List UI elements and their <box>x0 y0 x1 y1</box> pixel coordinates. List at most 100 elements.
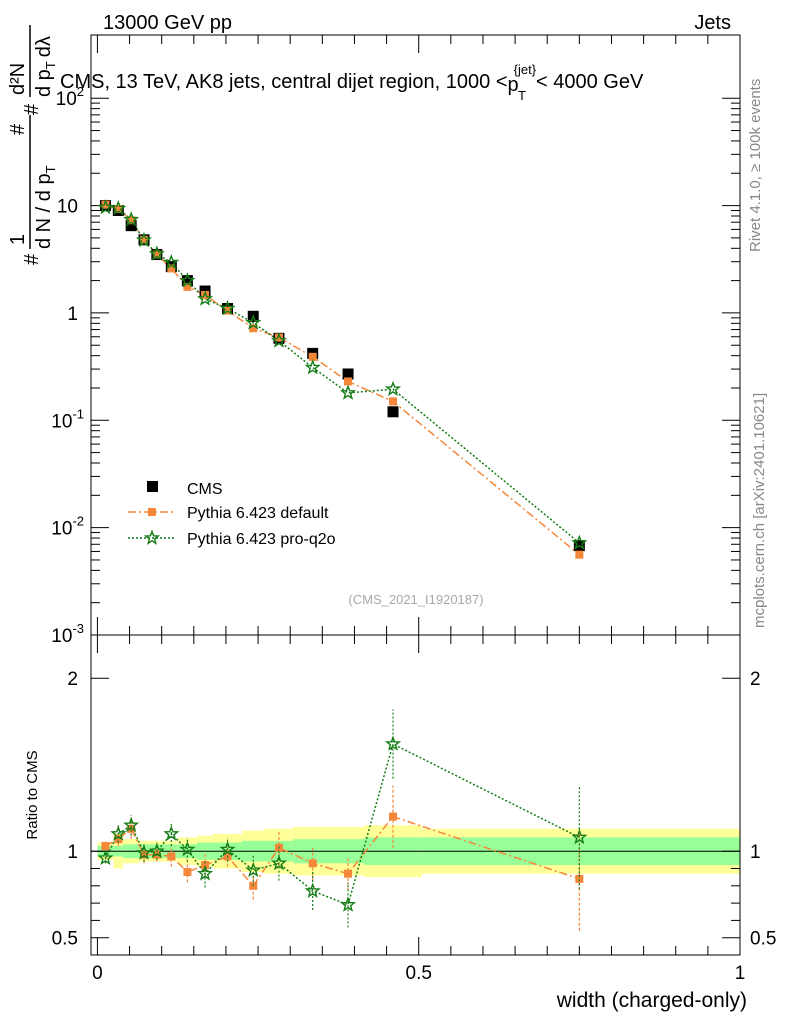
data-point-default <box>201 290 210 299</box>
ratio-point-proq2o <box>339 896 357 912</box>
ratio-point-proq2o <box>304 882 321 898</box>
svg-text:#: # <box>7 123 29 135</box>
ratio-data <box>97 709 588 931</box>
legend-label-cms: CMS <box>187 481 223 498</box>
ratio-point-default <box>183 867 192 876</box>
ratio-point-proq2o <box>270 854 287 871</box>
data-point-cms <box>125 220 137 232</box>
data-point-default <box>389 397 398 406</box>
ratio-ytick-label-right: 0.5 <box>750 929 776 950</box>
mcplots-text: mcplots.cern.ch [arXiv:2401.10621] <box>751 393 768 628</box>
data-point-default <box>140 235 149 244</box>
ratio-point-proq2o <box>245 861 262 878</box>
ratio-point-default <box>344 869 353 878</box>
ratio-ytick-label: 0.5 <box>52 929 78 950</box>
data-point-default <box>127 216 136 225</box>
legend-marker-proq2o <box>143 529 161 545</box>
main-ytick-label: 102 <box>56 84 84 110</box>
data-point-proq2o <box>197 290 214 306</box>
data-point-default <box>101 200 110 209</box>
data-point-default <box>167 264 176 273</box>
svg-text:1: 1 <box>7 234 29 245</box>
ratio-point-default <box>575 874 584 883</box>
ratio-point-default <box>114 835 123 844</box>
data-point-cms <box>181 275 193 287</box>
ratio-point-proq2o <box>123 816 140 833</box>
ratio-xtick-label: 1 <box>735 963 746 984</box>
svg-text:d pTdλ: d pTdλ <box>33 36 58 97</box>
main-data <box>97 198 588 559</box>
data-point-proq2o <box>571 534 588 550</box>
data-point-proq2o <box>304 358 321 375</box>
ratio-point-proq2o <box>97 849 114 866</box>
ratio-point-proq2o <box>163 825 180 841</box>
svg-text:#: # <box>21 103 43 115</box>
ratio-ticks: 0.5 0.51 12 20 0.5 1 <box>52 635 776 984</box>
ratio-point-default <box>140 850 149 859</box>
data-point-default <box>575 550 584 559</box>
ratio-point-default <box>201 861 210 870</box>
ratio-xtick-label: 0.5 <box>406 963 432 984</box>
ratio-point-proq2o <box>110 825 127 841</box>
main-ytick-label: 10-1 <box>51 406 84 432</box>
header-right: Jets <box>694 12 731 34</box>
ratio-point-proq2o <box>179 840 196 857</box>
main-ytick-label: 10-2 <box>51 514 84 540</box>
data-point-default <box>344 377 353 386</box>
rivet-version-text: Rivet 4.1.0, ≥ 100k events <box>747 79 764 252</box>
data-point-proq2o <box>245 314 262 330</box>
ratio-ytick-label: 2 <box>67 669 78 690</box>
ratio-point-proq2o <box>196 865 214 881</box>
legend-marker-cms <box>147 481 158 492</box>
ratio-frame <box>90 634 741 956</box>
ratio-point-proq2o <box>219 841 236 857</box>
ratio-panel: 0.5 0.51 12 20 0.5 1 Ratio to CMS width (char… <box>24 634 776 1012</box>
ratio-point-proq2o <box>135 844 153 860</box>
ratio-xtick-label: 0 <box>92 963 103 984</box>
ratio-point-proq2o <box>571 828 588 845</box>
main-ytick-label: 10-3 <box>51 621 84 647</box>
series-line-proq2o <box>105 206 580 544</box>
svg-text:d²N: d²N <box>7 63 29 95</box>
data-point-cms <box>342 368 354 380</box>
ratio-point-proq2o <box>148 842 165 859</box>
ratio-point-proq2o <box>384 735 402 751</box>
data-point-proq2o <box>97 198 114 215</box>
data-point-default <box>183 282 192 291</box>
legend-label-default: Pythia 6.423 default <box>187 505 329 522</box>
ratio-ytick-label-right: 1 <box>750 842 761 863</box>
data-point-proq2o <box>384 380 402 397</box>
ratio-ytick-label: 1 <box>67 842 78 863</box>
data-point-proq2o <box>148 245 165 261</box>
svg-text:#: # <box>21 253 43 265</box>
legend-marker-default <box>148 508 156 516</box>
ratio-ytick-label-right: 2 <box>750 669 761 690</box>
ratio-line-proq2o <box>104 742 580 906</box>
data-point-proq2o <box>163 253 180 270</box>
series-line-default <box>105 203 580 556</box>
data-point-default <box>152 250 161 259</box>
main-ticks: 10-3 10-2 10-1 1 10 102 <box>51 35 741 647</box>
data-point-proq2o <box>270 332 287 348</box>
data-point-proq2o <box>219 300 236 316</box>
ratio-point-default <box>308 859 317 868</box>
legend: CMS Pythia 6.423 default Pythia 6.423 pr… <box>128 481 336 548</box>
ratio-point-default <box>167 852 176 861</box>
main-title: CMS, 13 TeV, AK8 jets, central dijet reg… <box>60 62 644 103</box>
legend-label-proq2o: Pythia 6.423 pro-q2o <box>187 531 336 548</box>
svg-text:d N / d pT: d N / d pT <box>33 165 58 249</box>
data-point-proq2o <box>110 199 127 216</box>
data-point-proq2o <box>339 384 357 400</box>
data-point-proq2o <box>135 231 153 248</box>
data-point-default <box>114 204 123 213</box>
data-point-cms <box>387 406 399 418</box>
ratio-point-default <box>389 812 398 821</box>
x-axis-label: width (charged-only) <box>556 989 747 1012</box>
data-point-default <box>249 324 258 333</box>
main-ytick-label: 10 <box>57 197 78 218</box>
header-left: 13000 GeV pp <box>103 12 232 34</box>
main-panel: 10-3 10-2 10-1 1 10 102 CMS, 13 TeV, AK8 jets… <box>7 25 741 647</box>
data-point-proq2o <box>179 272 196 288</box>
analysis-watermark: (CMS_2021_I1920187) <box>348 592 483 607</box>
